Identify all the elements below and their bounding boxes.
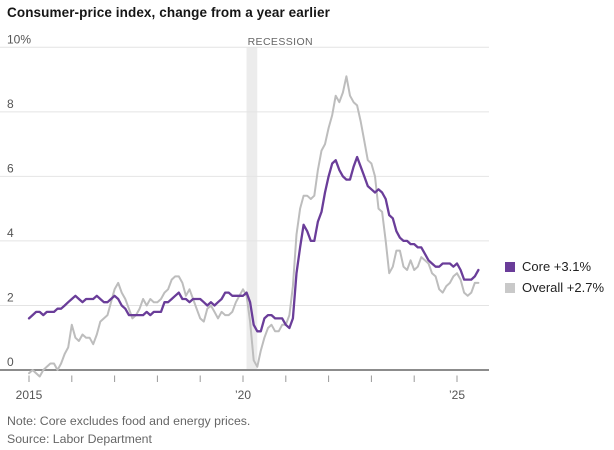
legend-label-overall: Overall +2.7% — [522, 280, 605, 295]
plot-area: 10% 8 6 4 2 0 2015 ’20 ’25 RECESSION — [0, 32, 489, 402]
legend: Core +3.1% Overall +2.7% — [505, 256, 604, 298]
overall-line — [28, 75, 480, 378]
x-axis-label: 2015 — [16, 388, 43, 402]
legend-item-core: Core +3.1% — [505, 256, 604, 277]
y-axis-label: 10% — [7, 32, 31, 46]
core-swatch-icon — [505, 261, 515, 272]
y-axis-label: 4 — [7, 226, 14, 240]
legend-item-overall: Overall +2.7% — [505, 277, 604, 298]
recession-band — [246, 47, 258, 371]
y-axis-label: 8 — [7, 97, 14, 111]
legend-label-core: Core +3.1% — [522, 259, 592, 274]
core-line — [27, 155, 480, 333]
y-axis-label: 0 — [7, 355, 14, 369]
chart-note: Note: Core excludes food and energy pric… — [7, 414, 251, 428]
y-axis-label: 6 — [7, 161, 14, 175]
chart-source: Source: Labor Department — [7, 432, 152, 446]
x-axis-label: ’20 — [235, 388, 251, 402]
chart-title: Consumer-price index, change from a year… — [7, 5, 330, 20]
y-axis-label: 2 — [7, 290, 14, 304]
overall-swatch-icon — [505, 282, 515, 293]
recession-label: RECESSION — [248, 36, 313, 48]
x-axis-label: ’25 — [449, 388, 465, 402]
